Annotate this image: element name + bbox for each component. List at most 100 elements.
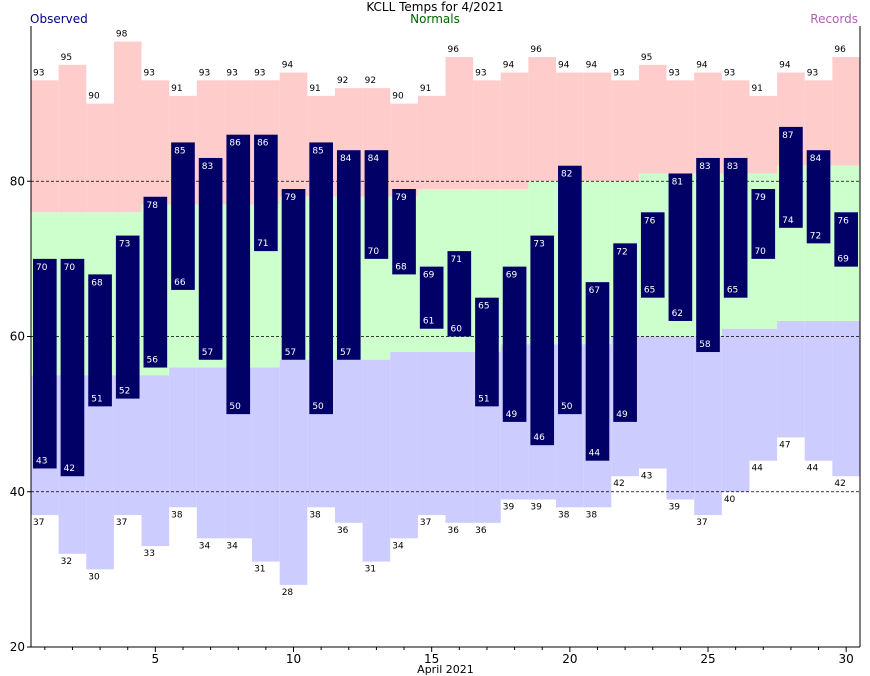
record-high-band <box>141 80 170 205</box>
observed-low-label: 65 <box>727 286 738 296</box>
record-low-band <box>141 375 170 547</box>
observed-bar <box>558 165 582 415</box>
record-low-label: 31 <box>365 565 376 575</box>
record-low-band <box>445 352 474 523</box>
observed-bar <box>419 266 444 329</box>
observed-bar <box>88 274 112 407</box>
observed-low-label: 69 <box>837 255 849 265</box>
record-low-label: 39 <box>503 503 515 513</box>
record-low-label: 39 <box>669 503 681 513</box>
record-high-label: 93 <box>475 68 486 78</box>
observed-bar <box>585 282 610 461</box>
record-high-band <box>473 80 501 190</box>
record-low-band <box>196 367 225 539</box>
record-high-band <box>417 95 446 190</box>
observed-low-label: 51 <box>91 394 102 404</box>
record-high-label: 96 <box>834 45 846 55</box>
x-axis-label: April 2021 <box>417 663 474 676</box>
record-high-label: 94 <box>779 61 791 71</box>
record-low-label: 39 <box>530 503 542 513</box>
observed-low-label: 42 <box>64 464 75 474</box>
record-high-label: 93 <box>33 68 44 78</box>
record-low-band <box>804 320 833 461</box>
observed-low-label: 56 <box>147 356 159 366</box>
record-low-band <box>362 359 391 562</box>
observed-low-label: 50 <box>561 402 573 412</box>
record-low-label: 30 <box>88 572 100 582</box>
record-high-band <box>500 72 529 190</box>
record-low-label: 38 <box>171 510 183 520</box>
observed-high-label: 82 <box>561 170 572 180</box>
observed-low-label: 61 <box>423 317 434 327</box>
record-low-label: 42 <box>613 479 624 489</box>
record-high-label: 91 <box>309 84 320 94</box>
record-high-label: 90 <box>392 92 404 102</box>
record-low-band <box>694 336 722 516</box>
record-high-label: 92 <box>365 76 376 86</box>
x-tick-label: 25 <box>700 652 715 666</box>
observed-low-label: 57 <box>340 348 351 358</box>
record-high-label: 94 <box>586 61 598 71</box>
record-low-label: 34 <box>226 541 238 551</box>
observed-high-label: 81 <box>672 177 683 187</box>
record-high-label: 90 <box>88 92 100 102</box>
record-high-band <box>666 80 695 174</box>
observed-low-label: 66 <box>174 278 186 288</box>
observed-low-label: 44 <box>589 449 601 459</box>
record-low-label: 34 <box>392 541 404 551</box>
observed-high-label: 78 <box>147 201 159 211</box>
observed-low-label: 43 <box>36 456 47 466</box>
record-low-label: 38 <box>586 510 598 520</box>
observed-high-label: 84 <box>810 154 822 164</box>
legend-observed: Observed <box>30 12 88 26</box>
record-high-label: 93 <box>226 68 237 78</box>
observed-high-label: 85 <box>174 146 185 156</box>
observed-bar <box>447 251 472 337</box>
record-high-label: 93 <box>199 68 210 78</box>
observed-bar <box>613 243 637 422</box>
record-high-label: 94 <box>558 61 570 71</box>
observed-bar <box>779 126 803 228</box>
observed-bar <box>640 212 665 298</box>
x-tick-label: 10 <box>286 652 301 666</box>
record-high-band <box>390 103 418 197</box>
observed-low-label: 58 <box>699 340 711 350</box>
observed-high-label: 79 <box>285 193 297 203</box>
record-low-label: 32 <box>61 557 72 567</box>
observed-high-label: 69 <box>506 271 518 281</box>
observed-high-label: 76 <box>837 216 849 226</box>
record-high-label: 93 <box>669 68 680 78</box>
record-high-label: 91 <box>420 84 431 94</box>
record-high-band <box>445 57 474 190</box>
record-low-band <box>832 320 860 477</box>
observed-high-label: 67 <box>589 286 600 296</box>
observed-high-label: 86 <box>257 139 269 149</box>
record-high-label: 93 <box>724 68 735 78</box>
observed-bar <box>834 212 858 267</box>
y-tick-label: 40 <box>10 485 25 499</box>
observed-high-label: 79 <box>395 193 407 203</box>
observed-bar <box>364 150 389 259</box>
record-low-label: 37 <box>116 518 127 528</box>
record-low-band <box>86 375 114 570</box>
observed-low-label: 57 <box>285 348 296 358</box>
record-high-label: 95 <box>61 53 72 63</box>
legend-normals: Normals <box>410 12 460 26</box>
observed-low-label: 65 <box>644 286 655 296</box>
observed-bar <box>281 189 306 360</box>
record-high-label: 95 <box>641 53 652 63</box>
observed-high-label: 79 <box>754 193 766 203</box>
observed-high-label: 85 <box>312 146 323 156</box>
record-high-band <box>749 95 778 174</box>
observed-high-label: 70 <box>36 263 48 273</box>
record-high-label: 94 <box>282 61 294 71</box>
observed-high-label: 68 <box>91 278 103 288</box>
observed-low-label: 72 <box>810 231 821 241</box>
observed-bar <box>115 235 140 399</box>
record-low-band <box>749 328 778 461</box>
y-tick-label: 20 <box>10 640 25 654</box>
record-low-label: 38 <box>309 510 321 520</box>
record-low-label: 31 <box>254 565 265 575</box>
observed-low-label: 51 <box>478 394 489 404</box>
record-high-band <box>528 57 557 182</box>
